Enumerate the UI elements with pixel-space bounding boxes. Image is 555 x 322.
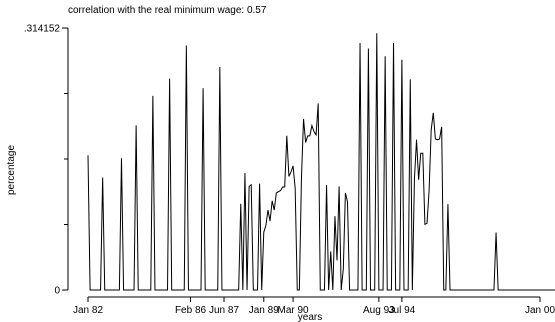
x-tick-label: Jan 89 [249,305,279,316]
x-tick-label: Jul 94 [389,305,416,316]
series-line-0 [87,33,555,291]
x-tick-label: Aug 93 [363,305,395,316]
y-tick-label: .314152 [24,24,61,35]
x-tick-label: Jan 00 [525,305,555,316]
chart-title: correlation with the real minimum wage: … [68,5,267,16]
plot-area [87,33,555,291]
axes [67,28,540,298]
x-tick-label: Mar 90 [278,305,310,316]
x-tick-label: Feb 86 [175,305,207,316]
x-axis-label: years [298,312,322,322]
y-axis-label: percentage [6,145,17,195]
x-tick-label: Jan 82 [73,305,103,316]
y-tick-label: 0 [54,286,60,297]
x-tick-label: Jun 87 [209,305,239,316]
